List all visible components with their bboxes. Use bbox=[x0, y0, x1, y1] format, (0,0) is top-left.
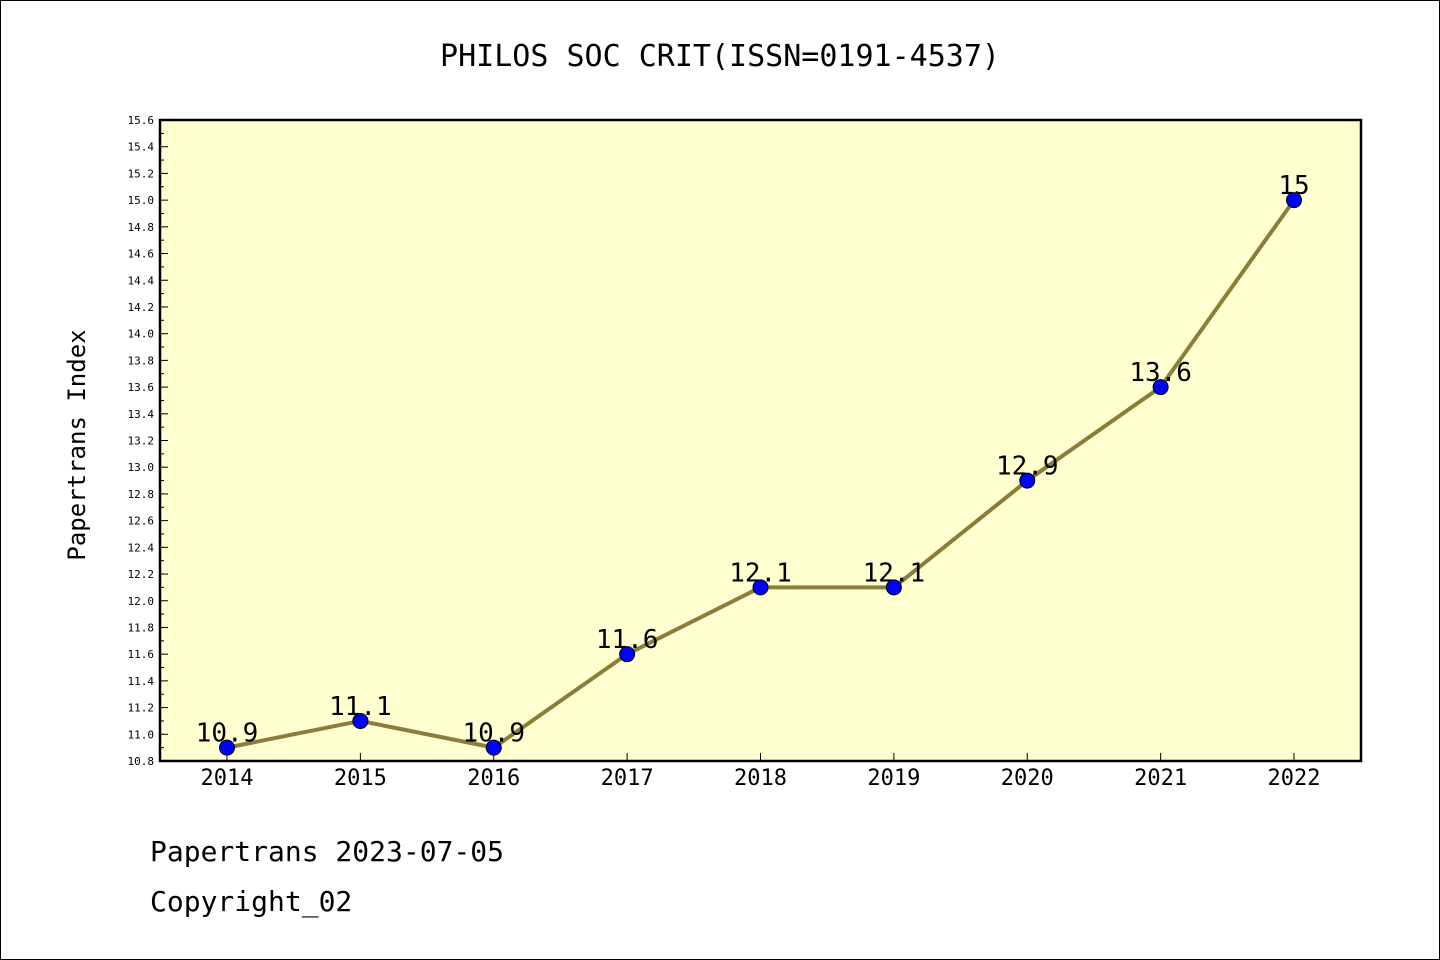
x-tick-label: 2015 bbox=[334, 766, 387, 791]
data-label: 12.9 bbox=[996, 452, 1059, 482]
y-tick-label: 13.4 bbox=[128, 408, 155, 421]
series-line-group: 10.9 11.1 10.9 11.6 12.1 12.1 12.9 13.6 15 bbox=[196, 171, 1310, 756]
chart-title: PHILOS SOC CRIT(ISSN=0191-4537) bbox=[440, 39, 1000, 74]
data-point bbox=[619, 646, 636, 663]
y-tick-label: 12.4 bbox=[128, 541, 155, 554]
x-tick-label: 2020 bbox=[1001, 766, 1054, 791]
y-tick-label: 11.2 bbox=[128, 702, 155, 715]
y-tick-label: 14.2 bbox=[128, 301, 155, 314]
data-label: 12.1 bbox=[863, 558, 926, 588]
data-point bbox=[1019, 472, 1036, 489]
x-tick-label: 2018 bbox=[734, 766, 787, 791]
y-tick-label: 12.8 bbox=[128, 488, 155, 501]
y-tick-label: 15.2 bbox=[128, 167, 155, 180]
y-tick-label: 13.0 bbox=[128, 461, 155, 474]
y-tick-label: 14.8 bbox=[128, 221, 155, 234]
data-label: 10.9 bbox=[462, 719, 525, 749]
data-label: 12.1 bbox=[729, 558, 792, 588]
data-label: 13.6 bbox=[1129, 358, 1192, 388]
x-tick-label: 2014 bbox=[201, 766, 254, 791]
data-label: 15 bbox=[1278, 171, 1309, 201]
y-tick-label: 11.6 bbox=[128, 648, 155, 661]
data-label: 11.6 bbox=[596, 625, 659, 655]
y-tick-label: 12.2 bbox=[128, 568, 155, 581]
x-axis-ticks: 2014 2015 2016 2017 2018 2019 2020 2021 2022 bbox=[201, 753, 1321, 791]
x-tick-label: 2022 bbox=[1268, 766, 1321, 791]
x-tick-label: 2017 bbox=[601, 766, 654, 791]
data-point bbox=[219, 739, 235, 756]
data-point bbox=[485, 739, 502, 756]
y-tick-label: 11.0 bbox=[128, 728, 155, 741]
y-tick-label: 11.4 bbox=[128, 675, 155, 688]
y-tick-label: 11.8 bbox=[128, 621, 155, 634]
y-tick-label: 15.4 bbox=[128, 141, 155, 154]
y-axis-ticks: 10.8 11.0 11.2 11.4 11.6 11.8 12.0 12.2 12.4 12.6… bbox=[128, 114, 168, 768]
y-tick-label: 13.2 bbox=[128, 435, 155, 448]
footer-date-text: Papertrans 2023-07-05 bbox=[150, 835, 505, 868]
data-point bbox=[352, 712, 369, 729]
footer-copyright-text: Copyright_02 bbox=[150, 885, 353, 918]
y-axis-label: Papertrans Index bbox=[63, 329, 91, 560]
data-point bbox=[885, 579, 902, 596]
y-tick-label: 14.0 bbox=[128, 328, 155, 341]
y-tick-label: 14.6 bbox=[128, 248, 155, 261]
data-point bbox=[1286, 192, 1302, 209]
x-tick-label: 2021 bbox=[1134, 766, 1187, 791]
data-point bbox=[1152, 379, 1169, 396]
plot-area bbox=[158, 118, 1363, 763]
y-tick-label: 10.8 bbox=[128, 755, 155, 768]
data-label: 11.1 bbox=[329, 692, 392, 722]
x-tick-label: 2019 bbox=[867, 766, 920, 791]
y-tick-label: 15.6 bbox=[128, 114, 155, 127]
data-point bbox=[752, 579, 769, 596]
y-tick-label: 13.6 bbox=[128, 381, 155, 394]
x-tick-label: 2016 bbox=[467, 766, 520, 791]
data-label: 10.9 bbox=[196, 719, 259, 749]
y-tick-label: 13.8 bbox=[128, 354, 155, 367]
y-tick-label: 15.0 bbox=[128, 194, 155, 207]
y-tick-label: 12.6 bbox=[128, 515, 155, 528]
y-tick-label: 14.4 bbox=[128, 274, 155, 287]
y-tick-label: 12.0 bbox=[128, 595, 155, 608]
